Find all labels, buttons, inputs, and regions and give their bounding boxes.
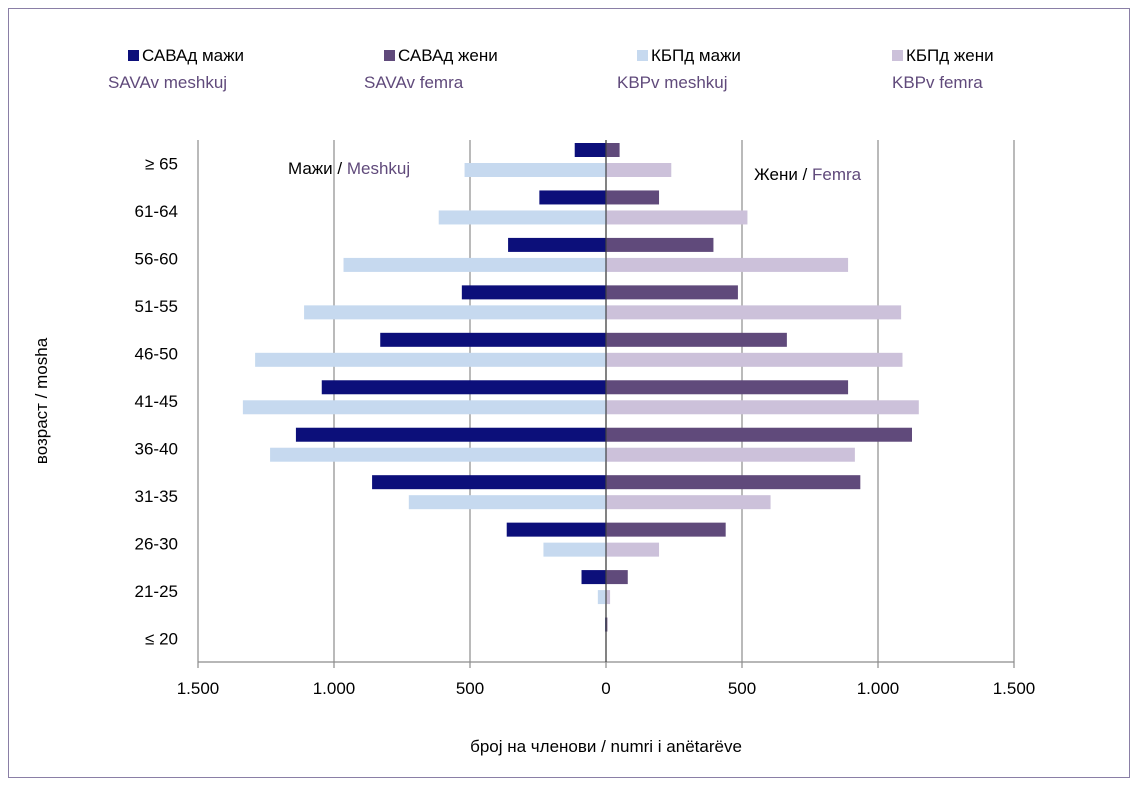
legend-label: КБПд жени: [906, 46, 994, 65]
bar-female-kbpd: [606, 163, 672, 177]
bar-male-savad: [461, 285, 606, 300]
legend-label-alt: SAVAv meshkuj: [108, 73, 227, 92]
bar-female-savad: [606, 190, 660, 205]
bar-female-savad: [606, 143, 620, 157]
y-axis-title: возраст / mosha: [32, 337, 51, 464]
x-tick-label: 1.500: [177, 679, 220, 698]
bar-male-savad: [372, 475, 606, 490]
y-tick-label: 36-40: [135, 439, 178, 458]
bar-female-savad: [606, 427, 912, 442]
annotation-female: Жени / Femra: [754, 165, 862, 184]
annotation-female-secondary: Femra: [812, 165, 862, 184]
bar-female-kbpd: [606, 495, 771, 510]
bar-female-savad: [606, 475, 861, 490]
bar-female-kbpd: [606, 447, 855, 462]
bar-female-kbpd: [606, 542, 660, 557]
y-tick-label: 21-25: [135, 582, 178, 601]
bar-female-savad: [606, 332, 787, 347]
bar-female-savad: [606, 617, 608, 632]
bar-male-kbpd: [597, 590, 606, 605]
bar-male-savad: [295, 427, 606, 442]
legend-label-alt: KBPv meshkuj: [617, 73, 728, 92]
y-tick-label: 46-50: [135, 345, 178, 364]
bar-male-kbpd: [464, 163, 606, 177]
bar-female-savad: [606, 522, 726, 537]
y-tick-label: 61-64: [135, 202, 178, 221]
bar-male-savad: [321, 380, 606, 395]
y-tick-label: 26-30: [135, 534, 178, 553]
bar-male-savad: [506, 522, 606, 537]
y-tick-label: 51-55: [135, 297, 178, 316]
bar-male-kbpd: [438, 210, 606, 225]
x-tick-label: 0: [601, 679, 610, 698]
bar-male-savad: [508, 237, 606, 252]
bar-male-kbpd: [543, 542, 606, 557]
bar-male-kbpd: [304, 305, 606, 320]
chart-frame: [8, 8, 1130, 778]
bar-female-kbpd: [606, 590, 611, 605]
bar-male-kbpd: [270, 447, 606, 462]
x-tick-label: 1.500: [993, 679, 1036, 698]
y-tick-label: ≤ 20: [145, 629, 178, 648]
bar-female-kbpd: [606, 305, 902, 320]
y-tick-label: ≥ 65: [145, 155, 178, 174]
bar-male-savad: [539, 190, 606, 205]
legend-swatch: [637, 50, 648, 61]
bar-female-kbpd: [606, 210, 748, 225]
legend: САВАд мажи SAVAv meshkuj САВАд жени SAVAv f…: [108, 46, 994, 92]
annotation-male: Мажи / Meshkuj: [288, 159, 410, 178]
bar-female-kbpd: [606, 257, 849, 272]
y-tick-label: 41-45: [135, 392, 178, 411]
legend-swatch: [892, 50, 903, 61]
bar-female-kbpd: [606, 352, 903, 367]
legend-label-alt: KBPv femra: [892, 73, 983, 92]
bar-female-savad: [606, 380, 849, 395]
bar-male-kbpd: [242, 400, 606, 415]
bar-female-savad: [606, 570, 628, 585]
bar-male-kbpd: [343, 257, 606, 272]
bar-male-savad: [380, 332, 606, 347]
y-tick-label: 31-35: [135, 487, 178, 506]
y-tick-label: 56-60: [135, 250, 178, 269]
legend-label: САВАд мажи: [142, 46, 244, 65]
legend-label-alt: SAVAv femra: [364, 73, 464, 92]
bar-male-savad: [574, 143, 606, 157]
bar-female-savad: [606, 285, 738, 300]
legend-label: САВАд жени: [398, 46, 498, 65]
x-tick-label: 500: [728, 679, 756, 698]
legend-swatch: [384, 50, 395, 61]
legend-label: КБПд мажи: [651, 46, 741, 65]
annotation-female-primary: Жени /: [754, 165, 812, 184]
x-axis-title: број на членови / numri i anëtarëve: [470, 737, 742, 756]
annotation-male-primary: Мажи /: [288, 159, 347, 178]
bar-female-savad: [606, 237, 714, 252]
annotation-male-secondary: Meshkuj: [347, 159, 410, 178]
bar-female-kbpd: [606, 400, 919, 415]
axes: [197, 140, 1015, 668]
bar-male-kbpd: [408, 495, 606, 510]
legend-swatch: [128, 50, 139, 61]
x-tick-label: 1.000: [857, 679, 900, 698]
bars: [242, 143, 919, 632]
bar-male-kbpd: [255, 352, 606, 367]
x-tick-label: 1.000: [313, 679, 356, 698]
bar-male-savad: [581, 570, 606, 585]
x-tick-label: 500: [456, 679, 484, 698]
labels: 1.500 1.000 500 0 500 1.000 1.500 ≤ 20 21-25 26-3…: [32, 155, 1035, 756]
